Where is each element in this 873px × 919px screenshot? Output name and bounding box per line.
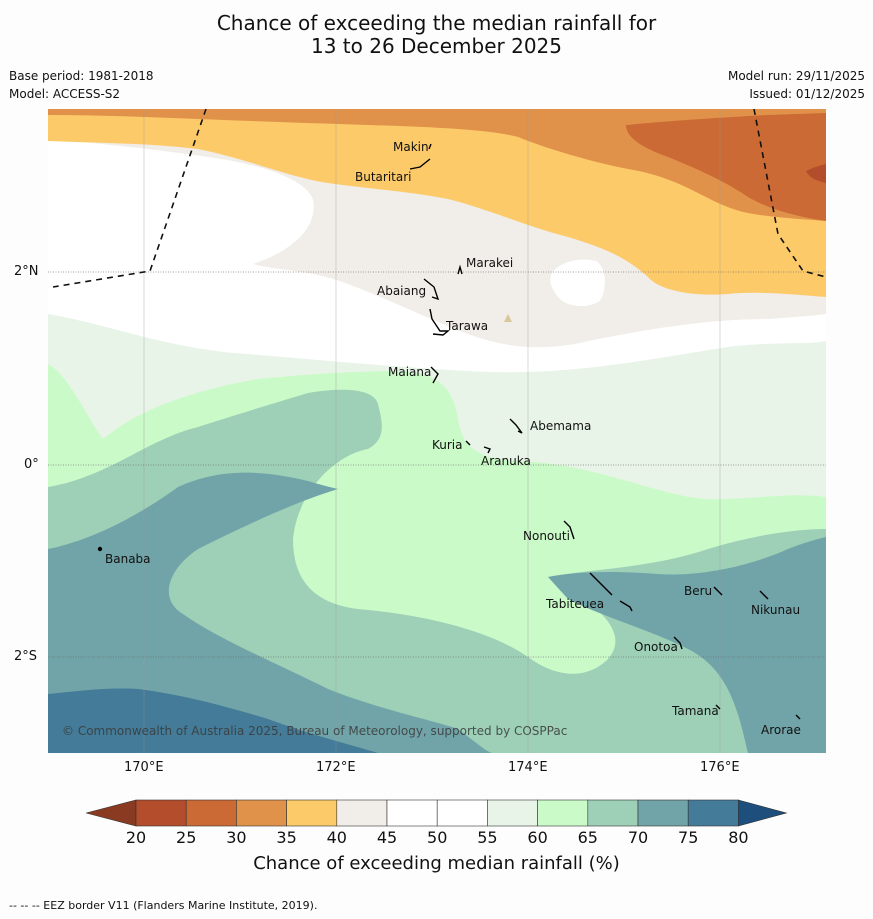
colorbar-tick-label: 65	[577, 828, 598, 847]
place-marakei: Marakei	[466, 256, 514, 270]
model-run: Model run: 29/11/2025	[727, 69, 865, 83]
place-abaiang: Abaiang	[377, 284, 427, 298]
colorbar-segment	[436, 799, 488, 827]
colorbar-tick-label: 30	[226, 828, 247, 847]
place-abemama: Abemama	[530, 419, 592, 433]
model-name: Model: ACCESS-S2	[9, 87, 121, 101]
place-maiana: Maiana	[388, 365, 432, 379]
colorbar-tick-label: 45	[376, 828, 398, 847]
islands	[97, 143, 801, 720]
base-period: Base period: 1981-2018	[9, 69, 154, 83]
eez-borders	[52, 109, 826, 288]
gridlines	[143, 109, 721, 753]
colorbar-tick-label: 70	[627, 828, 649, 847]
colorbar-segment	[185, 799, 237, 827]
lat-label-2s: 2°S	[14, 649, 38, 664]
colorbar-extend-low	[86, 799, 137, 827]
colorbar-title: Chance of exceeding median rainfall (%)	[253, 853, 620, 874]
place-tabiteuea: Tabiteuea	[546, 597, 605, 611]
place-butaritari: Butaritari	[355, 170, 412, 184]
lat-label-eq: 0°	[24, 457, 39, 472]
band-20-25	[806, 164, 826, 183]
colorbar-tick-label: 35	[276, 828, 297, 847]
colorbar-tick-label: 75	[678, 828, 699, 847]
lon-label-172: 172°E	[316, 760, 356, 775]
place-tarawa: Tarawa	[446, 319, 489, 333]
colorbar-tick-label: 25	[176, 828, 197, 847]
meta-left: Base period: 1981-2018 Model: ACCESS-S2	[9, 67, 154, 103]
colorbar-segment	[286, 799, 338, 827]
small-marker	[504, 314, 512, 322]
issued-date: Issued: 01/12/2025	[749, 87, 865, 101]
band-70-75-se	[548, 537, 826, 753]
white-patch-east	[550, 259, 605, 307]
colorbar-segment	[637, 799, 689, 827]
title-line-1: Chance of exceeding the median rainfall …	[216, 11, 657, 35]
place-aranuka: Aranuka	[481, 454, 531, 468]
place-tamana: Tamana	[672, 704, 719, 718]
place-banaba: Banaba	[105, 552, 151, 566]
colorbar-segment	[386, 799, 438, 827]
eez-footnote: -- -- -- EEZ border V11 (Flanders Marine…	[9, 899, 318, 912]
meta-right: Model run: 29/11/2025 Issued: 01/12/2025	[728, 67, 865, 103]
band-25-30	[626, 113, 826, 221]
place-nonouti: Nonouti	[523, 529, 570, 543]
white-patch-nw	[48, 169, 287, 289]
colorbar-segment	[487, 799, 538, 827]
place-onotoa: Onotoa	[634, 640, 678, 654]
map-title: Chance of exceeding the median rainfall …	[0, 12, 873, 58]
copyright-notice: © Commonwealth of Australia 2025, Bureau…	[62, 724, 568, 738]
place-arorae: Arorae	[761, 723, 801, 737]
colorbar-segment	[135, 799, 187, 827]
band-75-80-se	[763, 627, 826, 753]
colorbar-segment	[236, 799, 287, 827]
colorbar-tick-label: 80	[728, 828, 749, 847]
colorbar-tick-label: 50	[427, 828, 448, 847]
lon-label-174: 174°E	[508, 760, 548, 775]
lon-label-176: 176°E	[700, 760, 740, 775]
place-makin: Makin	[393, 140, 429, 154]
colorbar	[86, 799, 788, 827]
lon-label-170: 170°E	[124, 760, 164, 775]
colorbar-segment	[537, 799, 589, 827]
lat-label-2n: 2°N	[14, 264, 39, 279]
colorbar-segment	[587, 799, 639, 827]
place-kuria: Kuria	[432, 438, 463, 452]
band-70-75	[48, 472, 493, 753]
colorbar-tick-label: 60	[527, 828, 548, 847]
place-beru: Beru	[684, 584, 713, 598]
colorbar-segment	[336, 799, 388, 827]
colorbar-extend-high	[738, 799, 788, 827]
colorbar-tick-label: 40	[326, 828, 347, 847]
title-line-2: 13 to 26 December 2025	[310, 34, 562, 58]
colorbar-tick-label: 55	[477, 828, 498, 847]
rainfall-map	[48, 109, 826, 753]
band-75-80	[48, 688, 378, 753]
colorbar-tick-label: 20	[125, 828, 147, 847]
place-nikunau: Nikunau	[751, 603, 801, 617]
colorbar-segment	[687, 799, 739, 827]
